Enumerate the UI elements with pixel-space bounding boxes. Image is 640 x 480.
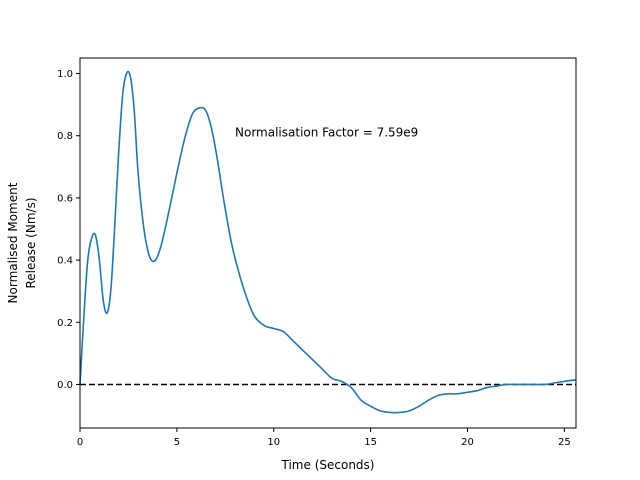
x-tick-label: 15 bbox=[364, 437, 377, 448]
y-tick-label: 1.0 bbox=[57, 69, 73, 80]
x-tick-label: 0 bbox=[77, 437, 83, 448]
y-axis-label: Normalised Moment Release (Nm/s) bbox=[6, 182, 38, 303]
normalisation-annotation: Normalisation Factor = 7.59e9 bbox=[235, 126, 418, 140]
plot-area bbox=[79, 70, 577, 414]
y-tick-label: 0.6 bbox=[57, 193, 73, 204]
x-tick-label: 5 bbox=[174, 437, 180, 448]
y-tick-label: 0.4 bbox=[57, 256, 73, 267]
y-axis-label-line-2: Release (Nm/s) bbox=[24, 197, 38, 288]
axes-frame bbox=[79, 57, 577, 429]
y-tick-label: 0.0 bbox=[57, 380, 73, 391]
x-tick-label: 10 bbox=[267, 437, 280, 448]
x-axis-ticks: 0 5 10 15 20 25 bbox=[77, 428, 571, 448]
x-tick-label: 20 bbox=[461, 437, 474, 448]
x-tick-label: 25 bbox=[558, 437, 571, 448]
x-axis-label: Time (Seconds) bbox=[281, 458, 375, 472]
y-axis-label-line-1: Normalised Moment bbox=[6, 182, 20, 303]
y-tick-label: 0.2 bbox=[57, 318, 73, 329]
y-axis-ticks: 0.0 0.2 0.4 0.6 0.8 1.0 bbox=[57, 69, 80, 391]
y-tick-label: 0.8 bbox=[57, 131, 73, 142]
series-line-0 bbox=[79, 70, 577, 414]
